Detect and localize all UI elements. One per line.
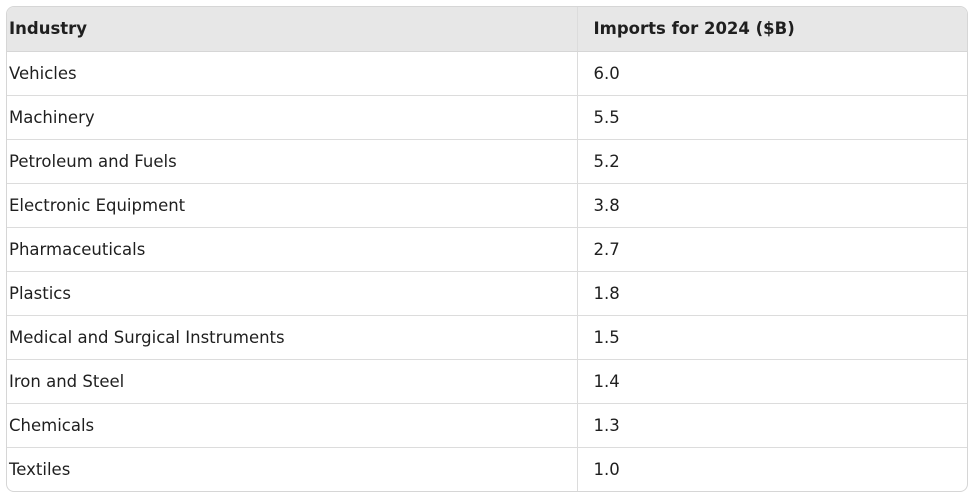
imports-value-cell: 5.2 [577, 138, 967, 183]
column-header-industry: Industry [7, 7, 578, 52]
table-row: Medical and Surgical Instruments 1.5 [7, 314, 967, 359]
header-row: Industry Imports for 2024 ($B) [7, 7, 967, 52]
imports-table-container: Industry Imports for 2024 ($B) Vehicles … [6, 6, 968, 492]
industry-cell: Chemicals [7, 402, 578, 447]
industry-cell: Machinery [7, 94, 578, 139]
industry-cell: Plastics [7, 270, 578, 315]
industry-cell: Pharmaceuticals [7, 226, 578, 271]
table-row: Vehicles 6.0 [7, 51, 967, 95]
table-header: Industry Imports for 2024 ($B) [7, 7, 967, 52]
table-body: Vehicles 6.0 Machinery 5.5 Petroleum and… [7, 51, 967, 491]
industry-cell: Vehicles [7, 51, 578, 95]
imports-value-cell: 1.3 [577, 402, 967, 447]
imports-value-cell: 6.0 [593, 63, 620, 83]
table-row: Pharmaceuticals 2.7 [7, 226, 967, 271]
imports-value-cell: 1.4 [577, 358, 967, 403]
imports-table: Industry Imports for 2024 ($B) Vehicles … [7, 7, 967, 491]
industry-cell: Petroleum and Fuels [7, 138, 578, 183]
table-row: Plastics 1.8 [7, 270, 967, 315]
table-row: Chemicals 1.3 [7, 402, 967, 447]
table-row: Petroleum and Fuels 5.2 [7, 138, 967, 183]
industry-cell: Electronic Equipment [7, 182, 578, 227]
industry-cell: Iron and Steel [7, 358, 578, 403]
table-row: Machinery 5.5 [7, 94, 967, 139]
imports-value-cell: 1.5 [577, 314, 967, 359]
imports-value-cell: 2.7 [577, 226, 967, 271]
industry-cell: Medical and Surgical Instruments [7, 314, 578, 359]
imports-value-cell: 1.8 [577, 270, 967, 315]
imports-value-cell: 5.5 [577, 94, 967, 139]
table-row: Iron and Steel 1.4 [7, 358, 967, 403]
industry-cell: Textiles [7, 446, 578, 491]
imports-value-cell: 3.8 [577, 182, 967, 227]
table-row: Textiles 1.0 [7, 446, 967, 491]
column-header-imports: Imports for 2024 ($B) [577, 7, 967, 52]
table-row: Electronic Equipment 3.8 [7, 182, 967, 227]
imports-value-cell: 1.0 [577, 446, 967, 491]
